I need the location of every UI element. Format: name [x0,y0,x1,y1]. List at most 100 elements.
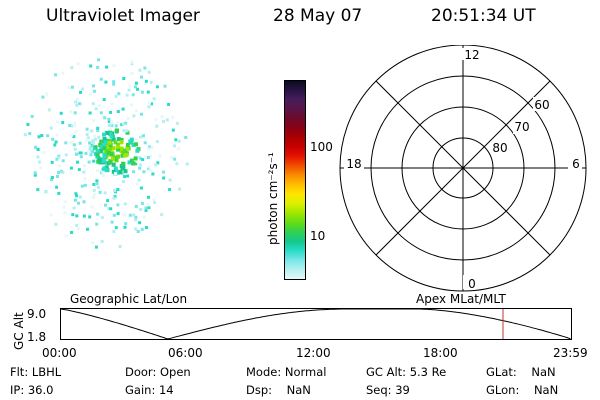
aurora-pixel [137,178,141,182]
aurora-pixel [123,202,127,206]
aurora-pixel [104,149,109,154]
aurora-pixel [96,159,101,164]
aurora-pixel [92,193,96,197]
aurora-pixel [75,152,78,156]
aurora-pixel [151,172,155,176]
aurora-pixel [108,142,113,147]
aurora-pixel [54,73,58,77]
aurora-pixel [125,93,129,97]
aurora-pixel [134,204,138,208]
aurora-pixel [119,146,124,151]
aurora-pixel [144,79,148,83]
aurora-pixel [61,159,65,163]
aurora-pixel [89,153,93,157]
aurora-pixel [99,145,104,149]
aurora-pixel [133,156,138,161]
aurora-pixel [56,120,59,124]
aurora-pixel [92,118,96,122]
aurora-pixel [110,157,115,162]
aurora-pixel [56,174,59,178]
aurora-pixel [33,173,37,177]
aurora-pixel [112,230,116,233]
polar-hour-0: 0 [468,277,476,291]
aurora-pixel [114,95,118,98]
aurora-pixel [113,140,118,145]
aurora-pixel [79,195,82,199]
aurora-pixel [111,146,116,151]
aurora-pixel [89,64,93,68]
aurora-pixel [83,164,87,168]
aurora-pixel [144,82,148,85]
aurora-pixel [61,121,65,124]
aurora-pixel [116,137,121,142]
status-mode: Mode: Normal [246,365,327,379]
aurora-pixel [118,245,122,248]
aurora-pixel [116,121,120,125]
aurora-pixel [101,171,105,175]
aurora-pixel [125,129,129,133]
aurora-pixel [112,213,116,217]
aurora-pixel [102,137,107,141]
status-flt: Flt: LBHL [10,365,62,379]
aurora-pixel [134,142,138,147]
aurora-pixel [98,148,103,153]
aurora-pixel [76,97,80,101]
aurora-pixel [73,121,77,125]
timeline-xtick-1200: 12:00 [296,346,331,360]
aurora-pixel [63,200,67,204]
aurora-pixel [98,160,103,165]
aurora-pixel [116,188,120,191]
aurora-pixel [74,100,78,104]
aurora-pixel [97,135,101,139]
aurora-pixel [110,120,114,124]
aurora-pixel [61,71,65,75]
aurora-pixel [123,169,128,174]
altitude-curve [60,308,571,340]
aurora-pixel [160,213,164,217]
aurora-pixel [75,194,79,198]
aurora-pixel [144,206,148,210]
aurora-pixel [123,225,127,229]
aurora-pixel [91,149,95,153]
aurora-pixel [36,188,40,192]
aurora-pixel [99,139,104,144]
aurora-pixel [147,167,151,171]
aurora-pixel [134,227,138,231]
aurora-pixel [154,118,158,122]
aurora-pixel [101,167,105,171]
aurora-pixel [98,190,102,194]
observation-time: 20:51:34 UT [431,6,536,26]
aurora-pixel [149,155,153,159]
aurora-pixel [61,171,65,174]
aurora-pixel [119,140,124,145]
aurora-pixel [87,149,91,153]
status-seq: Seq: 39 [366,383,410,397]
aurora-pixel [104,165,109,170]
aurora-pixel [102,98,106,101]
polar-hour-18: 18 [346,157,361,171]
aurora-pixel [99,77,103,81]
aurora-pixel [131,161,136,166]
aurora-pixel [146,203,150,207]
aurora-pixel [148,145,151,149]
aurora-pixel [50,178,54,181]
aurora-pixel [143,155,147,159]
aurora-pixel [63,211,67,215]
aurora-pixel [160,115,164,119]
aurora-pixel [97,185,100,189]
aurora-pixel [113,166,118,171]
aurora-pixel [135,160,139,164]
aurora-pixel [108,132,113,136]
aurora-pixel [57,191,61,195]
aurora-pixel [94,137,97,141]
aurora-pixel [130,103,133,107]
timeline-xtick-0600: 06:00 [168,346,203,360]
aurora-pixel [106,199,110,203]
aurora-pixel [104,168,109,173]
aurora-pixel [102,153,107,158]
aurora-pixel [139,208,143,211]
colorbar-tick-100: 100 [310,140,333,154]
aurora-pixel [134,215,138,219]
aurora-pixel [95,149,100,153]
aurora-pixel [54,222,58,226]
